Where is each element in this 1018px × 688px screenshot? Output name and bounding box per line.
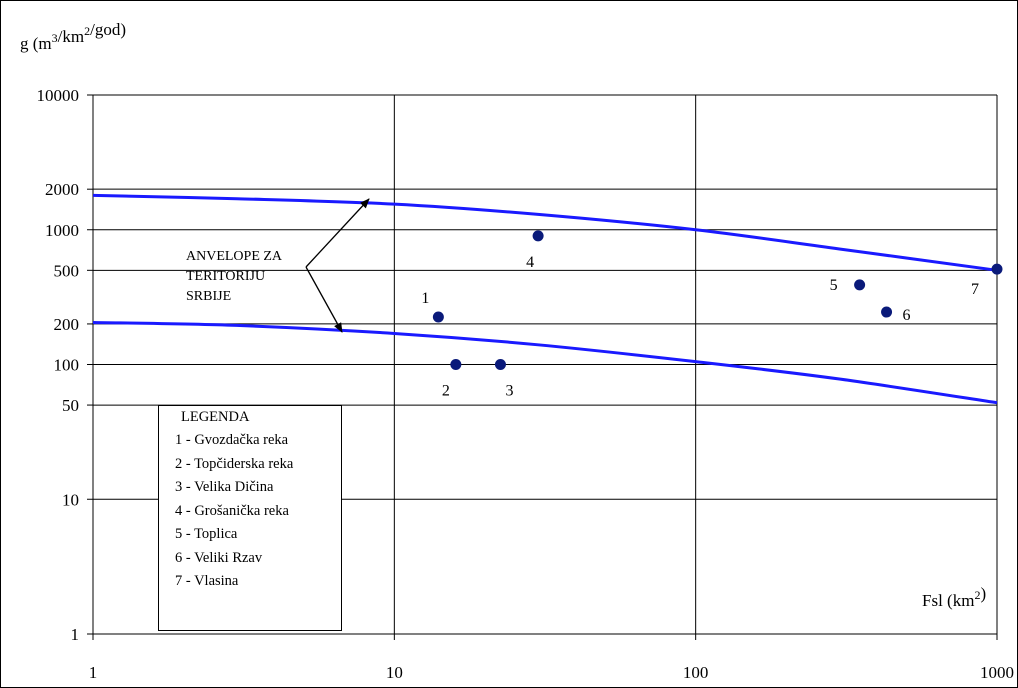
annotation-line: SRBIJE bbox=[186, 289, 231, 304]
legend-entries: 1 - Gvozdačka reka 2 - Topčiderska reka 3 … bbox=[175, 429, 341, 594]
legend-title: LEGENDA bbox=[181, 409, 250, 425]
y-tick-label: 1 bbox=[71, 625, 80, 644]
x-axis-title: Fsl (km2) bbox=[922, 584, 986, 610]
y-tick-label: 2000 bbox=[45, 180, 79, 199]
y-tick-label: 1000 bbox=[45, 221, 79, 240]
x-tick-label: 10 bbox=[386, 663, 403, 682]
point-label-7: 7 bbox=[971, 281, 979, 298]
legend: LEGENDA 1 - Gvozdačka reka 2 - Topčidersk… bbox=[158, 405, 342, 631]
arrow-to-lower-envelope bbox=[305, 266, 343, 333]
point-label-2: 2 bbox=[442, 383, 450, 400]
data-point-3 bbox=[494, 359, 506, 370]
legend-entry: 3 - Velika Dičina bbox=[175, 479, 274, 495]
y-tick-label: 200 bbox=[54, 315, 80, 334]
data-point-4 bbox=[532, 230, 544, 242]
annotation-line: ANVELOPE ZA bbox=[186, 249, 283, 264]
legend-entry: 1 - Gvozdačka reka bbox=[175, 432, 289, 448]
legend-entry: 6 - Veliki Rzav bbox=[175, 549, 263, 566]
data-points: 1 2 3 4 5 6 7 bbox=[421, 230, 1003, 400]
x-tick-label: 100 bbox=[683, 663, 709, 682]
data-point-6 bbox=[881, 306, 893, 318]
legend-entry: 4 - Grošanička reka bbox=[175, 502, 289, 519]
data-point-7 bbox=[991, 263, 1003, 275]
data-point-2 bbox=[450, 359, 462, 370]
point-label-4: 4 bbox=[526, 254, 534, 271]
point-label-1: 1 bbox=[421, 290, 429, 307]
arrow-to-upper-envelope bbox=[305, 198, 370, 268]
legend-entry: 5 - Toplica bbox=[175, 526, 238, 542]
y-tick-label: 500 bbox=[54, 261, 80, 280]
envelope-annotation: ANVELOPE ZA TERITORIJU SRBIJE bbox=[186, 198, 370, 333]
envelope-curves bbox=[92, 193, 998, 405]
x-tick-label: 1000 bbox=[980, 663, 1014, 682]
point-label-6: 6 bbox=[903, 307, 911, 324]
axes bbox=[87, 94, 998, 640]
point-label-5: 5 bbox=[830, 277, 838, 294]
legend-entry: 7 - Vlasina bbox=[175, 573, 239, 589]
annotation-line: TERITORIJU bbox=[186, 269, 265, 284]
data-point-5 bbox=[854, 279, 866, 291]
y-axis-title: g (m3/km2/god) bbox=[20, 20, 126, 53]
upper-envelope-curve bbox=[92, 193, 998, 272]
y-tick-label: 100 bbox=[54, 356, 80, 375]
x-tick-labels: 1 10 100 1000 bbox=[89, 663, 1014, 682]
y-tick-labels: 10000 2000 1000 500 200 100 50 10 1 bbox=[37, 86, 80, 644]
y-tick-label: 10000 bbox=[37, 86, 80, 105]
lower-envelope-curve bbox=[92, 320, 998, 405]
grid-lines bbox=[92, 94, 998, 635]
y-tick-label: 50 bbox=[62, 396, 79, 415]
data-point-1 bbox=[432, 311, 444, 323]
x-tick-label: 1 bbox=[89, 663, 98, 682]
y-tick-label: 10 bbox=[62, 490, 79, 509]
point-label-3: 3 bbox=[505, 383, 513, 400]
legend-entry: 2 - Topčiderska reka bbox=[175, 455, 294, 472]
